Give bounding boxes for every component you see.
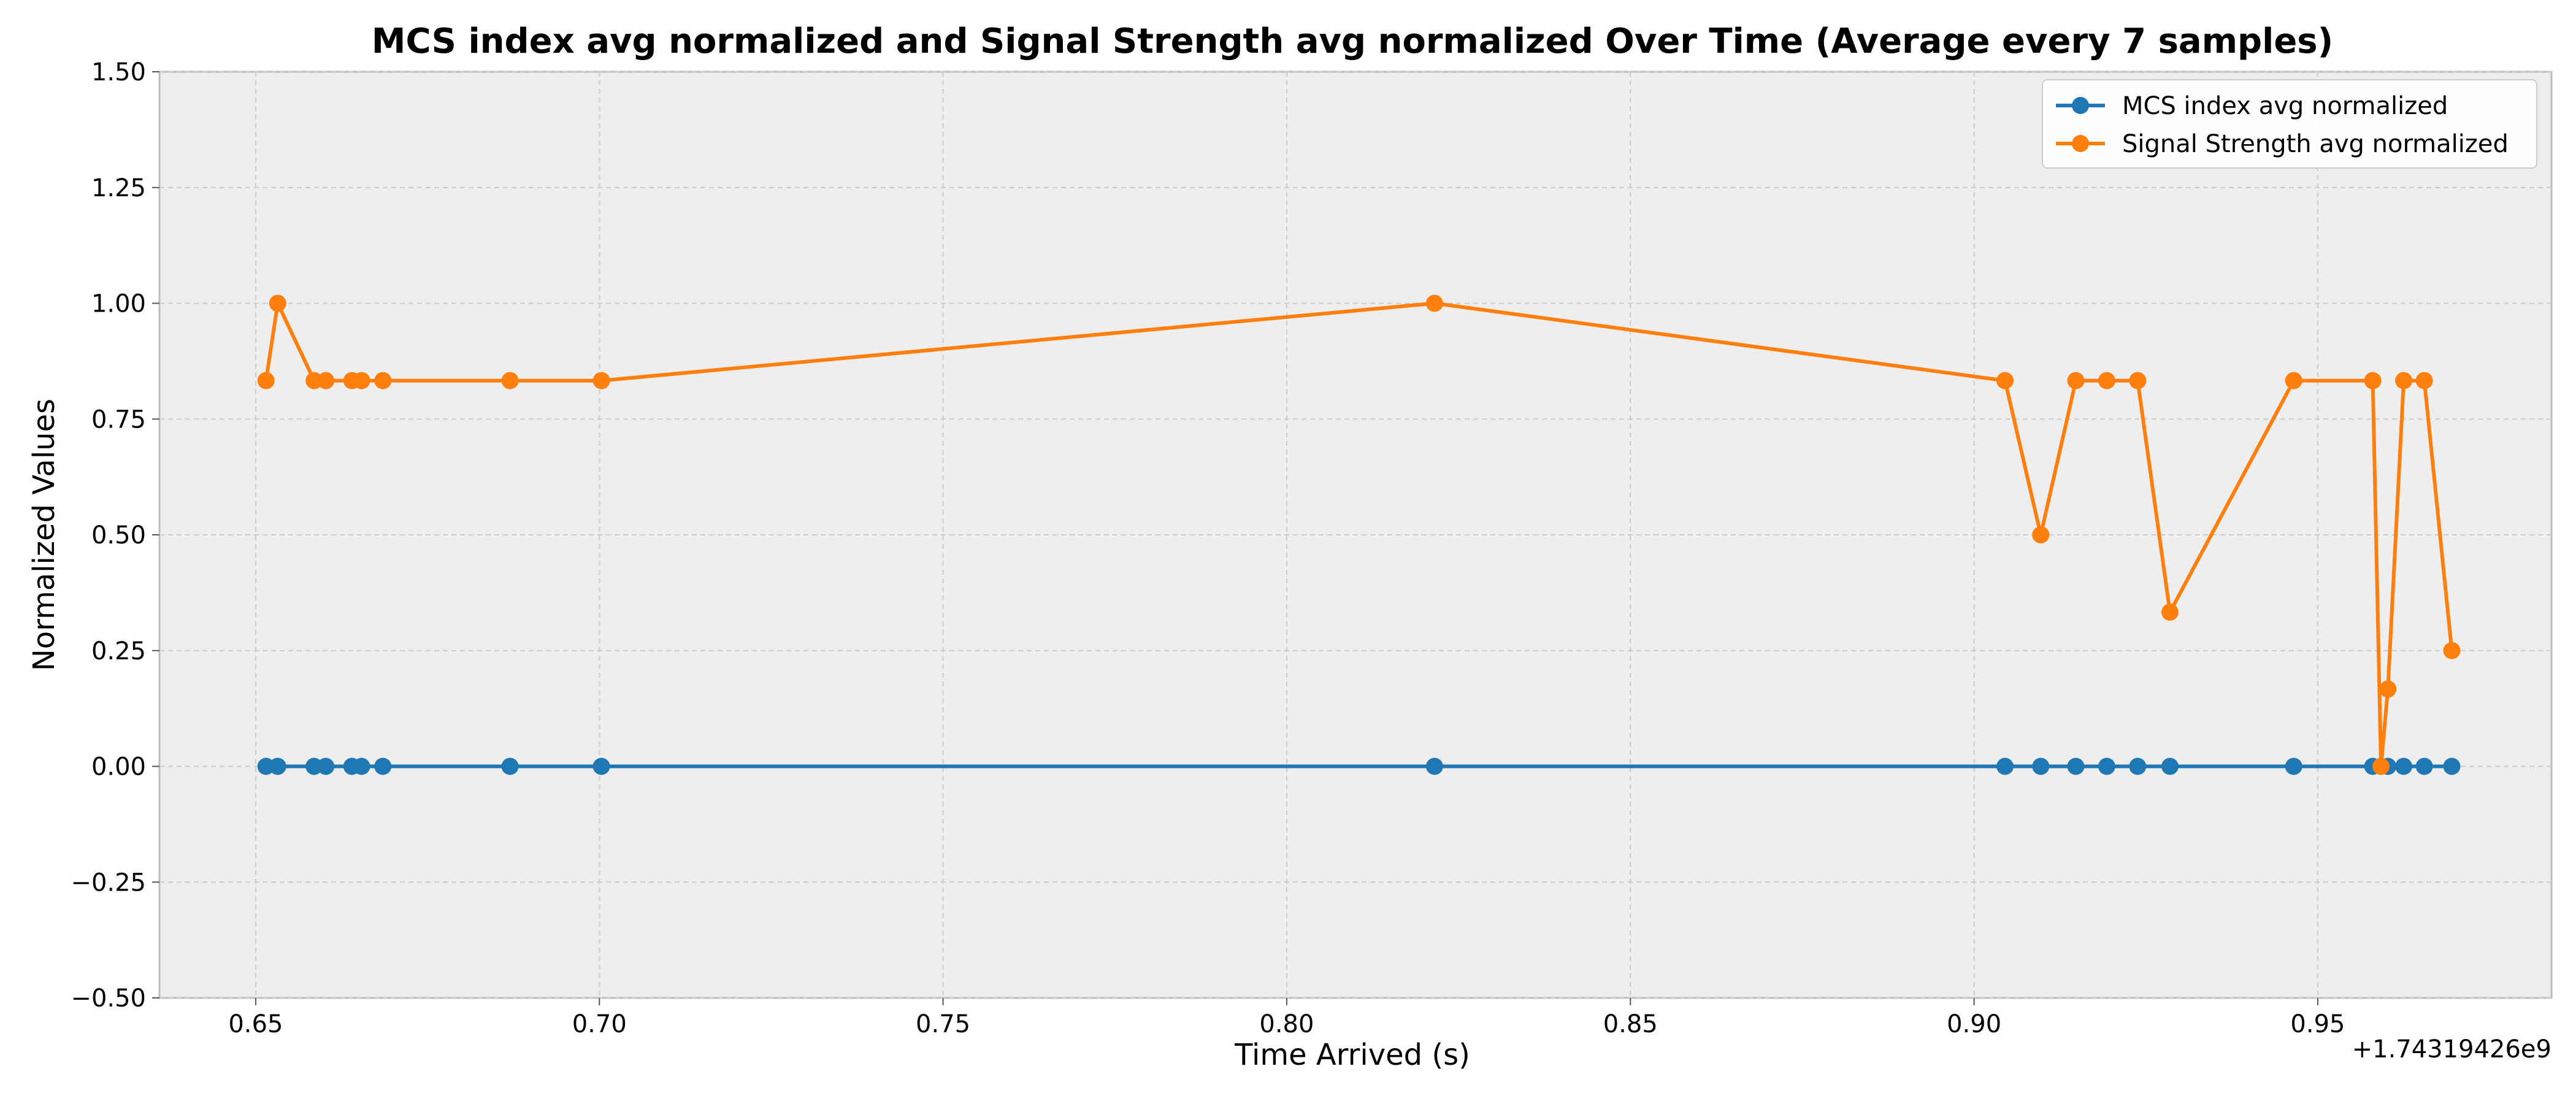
data-point: [1996, 757, 2014, 775]
data-point: [2415, 757, 2433, 775]
y-tick-label: −0.25: [71, 868, 146, 897]
y-axis-label: Normalized Values: [27, 399, 61, 671]
x-axis-offset-label: +1.74319426e9: [2352, 1035, 2551, 1064]
data-point: [257, 372, 275, 389]
data-point: [2364, 372, 2382, 389]
data-point: [353, 372, 370, 389]
data-point: [501, 372, 519, 389]
y-tick-label: 0.50: [91, 521, 146, 550]
grid: [159, 71, 2551, 999]
data-point: [1425, 294, 1443, 312]
x-tick-label: 0.70: [572, 1010, 627, 1038]
legend-entry: MCS index avg normalized: [2056, 92, 2448, 120]
data-point: [2161, 757, 2179, 775]
legend-label: MCS index avg normalized: [2122, 92, 2448, 120]
data-point: [2443, 757, 2461, 775]
data-point: [353, 757, 370, 775]
y-tick-label: 1.00: [91, 290, 146, 318]
x-axis-ticks: 0.65 0.70 0.75 0.80 0.85 0.90 0.95: [228, 998, 2345, 1038]
x-tick-label: 0.80: [1259, 1010, 1314, 1038]
data-point: [2395, 757, 2413, 775]
x-axis-label: Time Arrived (s): [1234, 1038, 1470, 1072]
data-point: [2129, 757, 2147, 775]
data-point: [2395, 372, 2413, 389]
data-point: [2098, 757, 2115, 775]
series-layer: [257, 294, 2461, 775]
x-tick-label: 0.95: [2290, 1010, 2345, 1038]
data-point: [2443, 642, 2461, 659]
data-point: [2032, 757, 2050, 775]
x-tick-label: 0.90: [1947, 1010, 2001, 1038]
y-tick-label: −0.50: [71, 984, 146, 1013]
legend-label: Signal Strength avg normalized: [2122, 130, 2509, 158]
legend-marker: [2072, 97, 2089, 114]
data-point: [317, 372, 335, 389]
data-point: [374, 372, 392, 389]
data-point: [2098, 372, 2115, 389]
data-point: [592, 757, 610, 775]
legend-marker: [2072, 135, 2089, 152]
chart-title: MCS index avg normalized and Signal Stre…: [372, 21, 2333, 61]
data-point: [269, 757, 286, 775]
data-point: [317, 757, 335, 775]
data-point: [592, 372, 610, 389]
data-point: [2161, 604, 2179, 621]
data-point: [1425, 757, 1443, 775]
data-point: [2285, 757, 2302, 775]
y-tick-label: 1.50: [91, 58, 146, 86]
data-point: [2067, 757, 2085, 775]
data-point: [501, 757, 519, 775]
legend-entry: Signal Strength avg normalized: [2056, 130, 2509, 158]
y-tick-label: 0.00: [91, 753, 146, 781]
data-point: [2379, 680, 2397, 698]
data-point: [2285, 372, 2302, 389]
legend: MCS index avg normalized Signal Strength …: [2042, 79, 2537, 169]
x-tick-label: 0.65: [228, 1010, 283, 1038]
data-point: [2415, 372, 2433, 389]
x-tick-label: 0.75: [916, 1010, 970, 1038]
data-point: [374, 757, 392, 775]
y-tick-label: 1.25: [91, 174, 146, 202]
y-tick-label: 0.75: [91, 405, 146, 434]
y-axis-ticks: −0.50 −0.25 0.00 0.25 0.50 0.75 1.00 1.25 1.50: [71, 58, 159, 1013]
data-point: [2129, 372, 2147, 389]
data-point: [2067, 372, 2085, 389]
series-signal-strength: [257, 294, 2461, 775]
data-point: [1996, 372, 2014, 389]
y-tick-label: 0.25: [91, 637, 146, 665]
data-point: [269, 294, 286, 312]
data-point: [2032, 526, 2050, 543]
data-point: [2372, 757, 2390, 775]
x-tick-label: 0.85: [1603, 1010, 1658, 1038]
legend-frame: [2042, 79, 2537, 169]
